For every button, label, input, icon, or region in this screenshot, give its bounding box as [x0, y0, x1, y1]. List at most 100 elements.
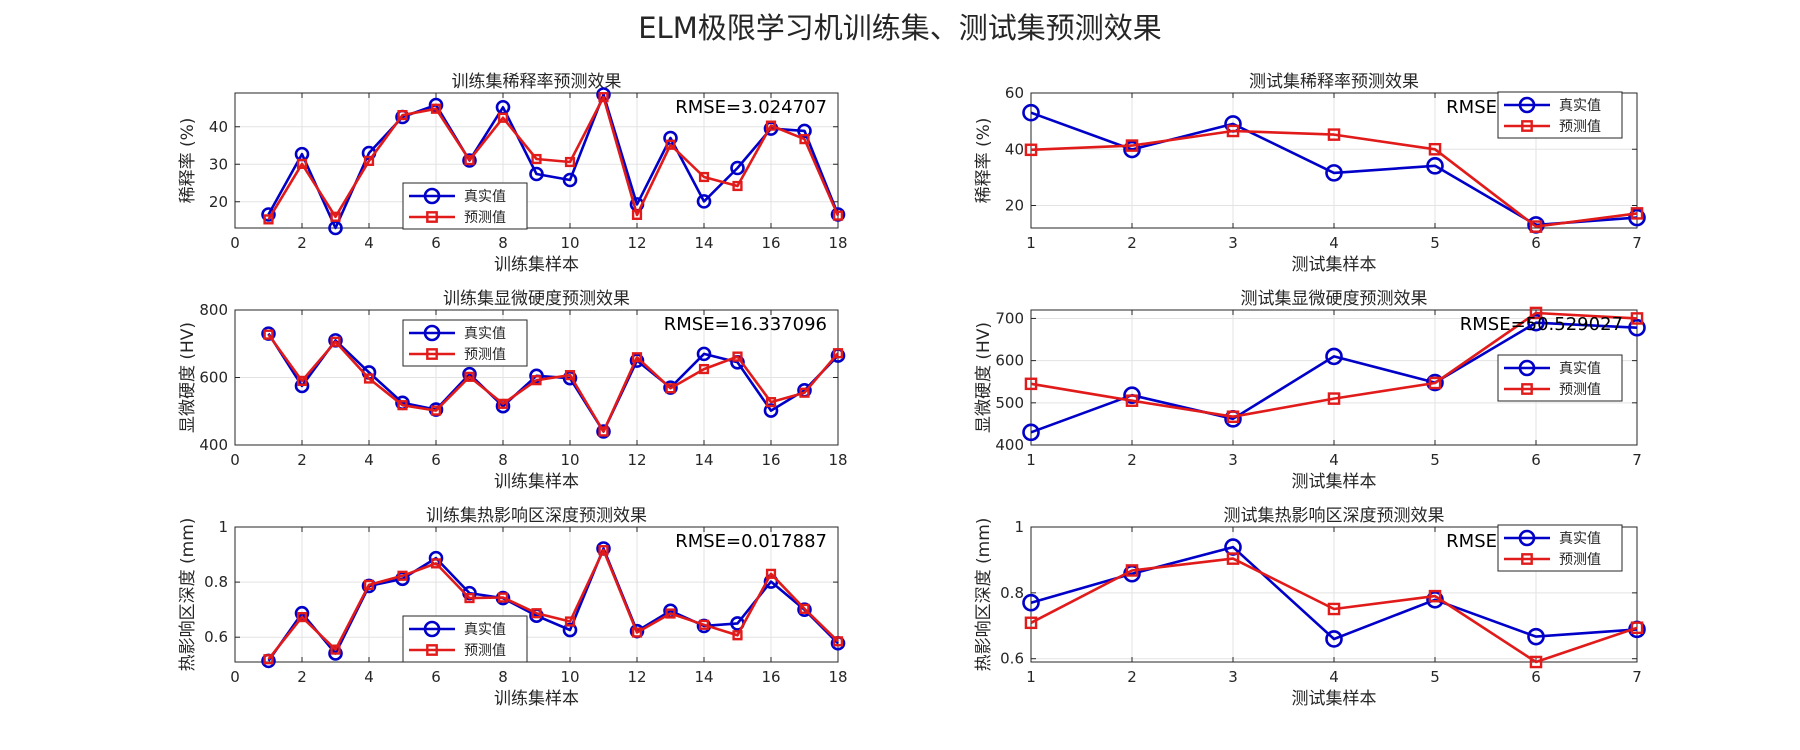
- predicted-value-point: [1428, 142, 1442, 156]
- x-tick-label: 6: [431, 668, 441, 686]
- predicted-value-point: [765, 568, 777, 579]
- legend-marker: [1518, 359, 1536, 377]
- predicted-value-point: [799, 134, 810, 145]
- x-tick-label: 6: [1531, 668, 1541, 686]
- x-tick-label: 18: [828, 668, 847, 686]
- predicted-value-point: [598, 426, 609, 437]
- series-line: [267, 548, 839, 661]
- y-tick-label: 700: [995, 309, 1024, 327]
- legend-entry: 预测值: [464, 347, 506, 363]
- x-tick-label: 6: [431, 234, 441, 252]
- x-tick-label: 10: [560, 668, 579, 686]
- x-tick-label: 1: [1026, 451, 1036, 469]
- plot-area: [235, 93, 838, 228]
- true-value-point: [462, 153, 477, 168]
- predicted-value-point: [464, 371, 475, 382]
- predicted-value-point: [732, 630, 743, 641]
- legend-box: [402, 182, 528, 230]
- true-value-point: [596, 424, 611, 439]
- y-tick-label: 400: [995, 436, 1024, 454]
- predicted-value-point: [832, 636, 844, 647]
- axes-box: [234, 92, 839, 229]
- series-line: [1030, 557, 1638, 664]
- x-tick-label: 6: [1531, 234, 1541, 252]
- x-tick-label: 4: [364, 451, 374, 469]
- legend-marker: [1521, 553, 1533, 565]
- legend-entry: 真实值: [1559, 531, 1601, 547]
- x-tick-label: 12: [627, 668, 646, 686]
- legend-box: [1497, 524, 1623, 572]
- y-tick-label: 30: [209, 155, 228, 173]
- subplot-title: 训练集热影响区深度预测效果: [426, 506, 647, 526]
- y-tick-label: 20: [1005, 197, 1024, 215]
- predicted-value-point: [464, 592, 475, 604]
- legend-marker: [423, 620, 441, 638]
- predicted-value-point: [698, 171, 710, 183]
- predicted-value-point: [1125, 139, 1139, 152]
- x-tick-label: 16: [761, 451, 780, 469]
- predicted-value-point: [531, 375, 542, 386]
- y-axis-label: 显微硬度 (HV): [974, 322, 994, 433]
- predicted-value-point: [732, 351, 743, 362]
- legend-box: [402, 319, 528, 367]
- predicted-value-point: [765, 120, 777, 131]
- true-value-point: [1527, 313, 1545, 332]
- subplot-title: 训练集显微硬度预测效果: [443, 289, 630, 309]
- predicted-value-point: [598, 545, 609, 556]
- x-tick-label: 12: [627, 451, 646, 469]
- predicted-value-point: [598, 92, 609, 103]
- predicted-value-point: [665, 139, 676, 150]
- predicted-value-point: [1327, 128, 1341, 141]
- predicted-value-point: [363, 155, 375, 166]
- predicted-value-point: [430, 103, 442, 114]
- true-value-point: [1628, 208, 1646, 227]
- legend-entry: 真实值: [1559, 98, 1601, 114]
- predicted-value-point: [1226, 410, 1240, 424]
- predicted-value-point: [631, 209, 643, 220]
- predicted-value-point: [263, 329, 274, 340]
- predicted-value-point: [1327, 602, 1341, 616]
- predicted-value-point: [397, 110, 408, 121]
- true-value-point: [663, 380, 678, 395]
- true-value-point: [529, 368, 544, 384]
- x-tick-label: 8: [498, 668, 508, 686]
- x-tick-label: 0: [230, 668, 240, 686]
- true-value-point: [696, 346, 712, 362]
- x-axis-label: 测试集样本: [1292, 255, 1377, 275]
- predicted-value-point: [1024, 143, 1038, 157]
- legend-entry: 真实值: [464, 189, 506, 205]
- legend-marker: [423, 324, 441, 342]
- y-tick-label: 40: [209, 118, 228, 136]
- series-predicted: [263, 329, 844, 437]
- legend-entry: 预测值: [1559, 119, 1601, 135]
- legend-box: [1497, 91, 1623, 139]
- true-value-point: [1022, 423, 1040, 442]
- predicted-value-point: [1630, 207, 1644, 220]
- x-tick-label: 14: [694, 668, 713, 686]
- x-axis-label: 训练集样本: [494, 472, 579, 492]
- legend-marker: [426, 644, 438, 656]
- subplot-title: 测试集稀释率预测效果: [1249, 72, 1419, 92]
- predicted-value-point: [296, 611, 308, 623]
- true-value-point: [763, 403, 779, 418]
- predicted-value-point: [497, 398, 509, 409]
- series-line: [267, 95, 840, 221]
- x-tick-label: 2: [1127, 668, 1137, 686]
- x-tick-label: 8: [498, 451, 508, 469]
- axes-box: [234, 526, 839, 663]
- series-true: [1022, 538, 1646, 648]
- true-value-point: [261, 207, 276, 222]
- x-tick-label: 4: [364, 668, 374, 686]
- x-axis-label: 测试集样本: [1292, 472, 1377, 492]
- y-tick-label: 1: [218, 518, 228, 536]
- predicted-value-point: [564, 370, 576, 381]
- legend-entry: 真实值: [464, 326, 506, 342]
- y-tick-label: 0.6: [204, 628, 228, 646]
- figure-title: ELM极限学习机训练集、测试集预测效果: [638, 11, 1162, 45]
- legend-box: [1497, 354, 1623, 402]
- x-tick-label: 7: [1632, 668, 1642, 686]
